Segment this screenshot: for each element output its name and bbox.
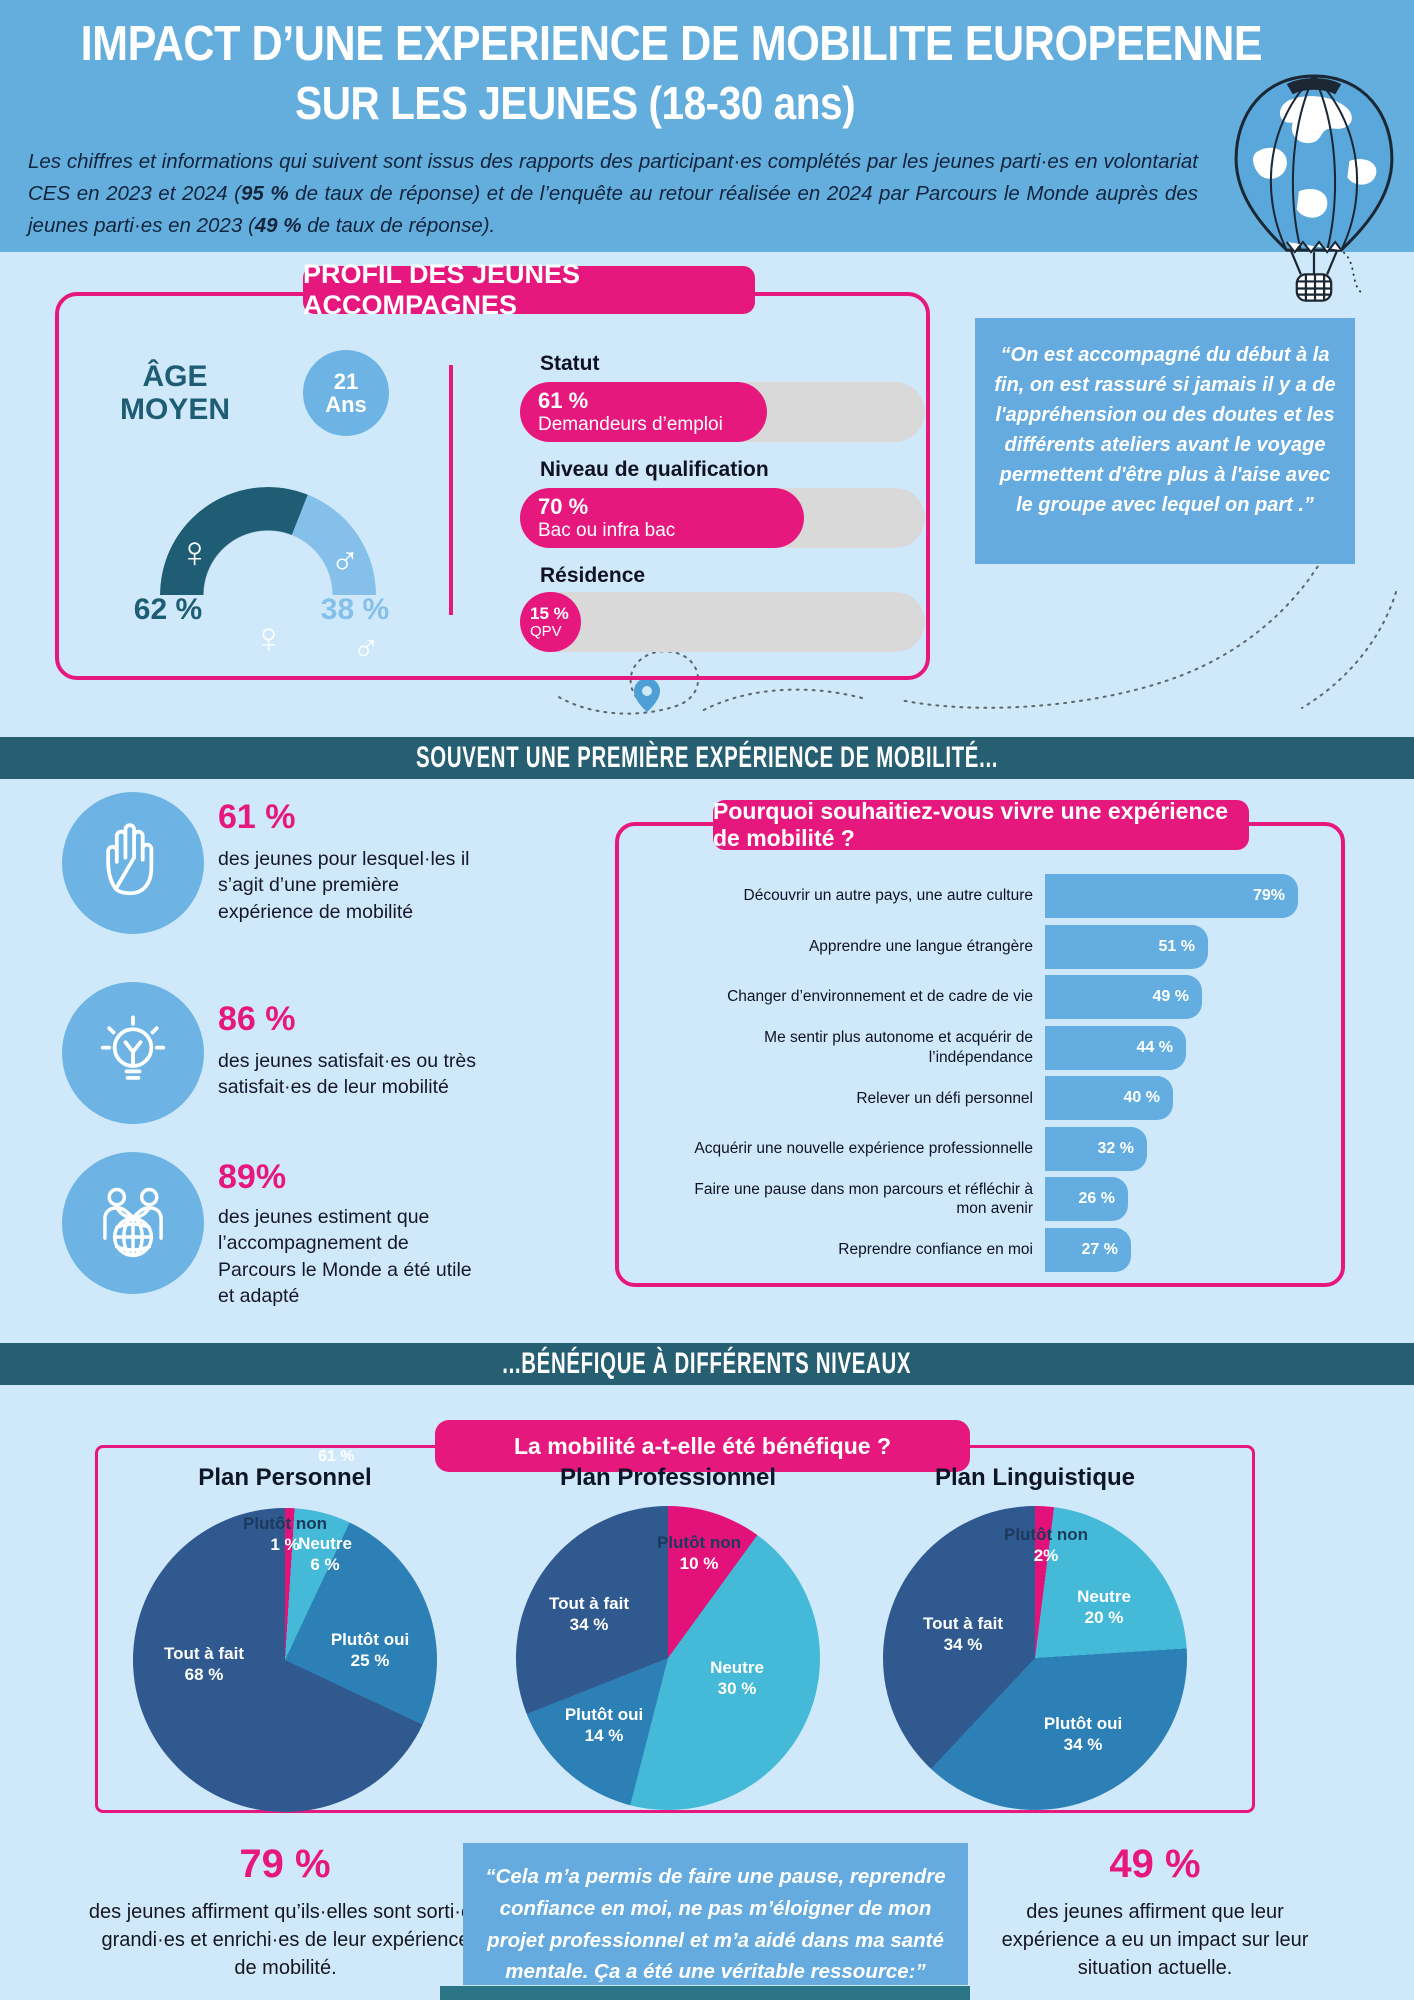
motivation-value: 51 % [1158,937,1195,955]
benefit-question-header: La mobilité a-t-elle été bénéfique ? [435,1420,970,1472]
motivation-label: Changer d’environnement et de cadre de v… [727,988,1033,1006]
intro-paragraph: Les chiffres et informations qui suivent… [28,150,1198,237]
stray-percentage-label: 61 % [318,1448,355,1465]
statut-label: Statut [540,352,600,375]
motivation-bar: 26 % [1045,1177,1128,1222]
motivation-bar: 51 % [1045,924,1208,969]
motivation-row: Acquérir une nouvelle expérience profess… [633,1126,1327,1171]
testimonial-quote-top: “On est accompagné du début à la fin, on… [975,318,1355,564]
pie-slice-label: Plutôt non 10 % [656,1532,742,1573]
map-pin-icon [634,678,660,712]
pie-slice-label: Plutôt oui 34 % [1043,1713,1123,1754]
pie-chart-professionnel: Plutôt non 10 % Neutre 30 % Plutôt oui 14 % To… [516,1506,820,1810]
pie-slice-label: Plutôt oui 14 % [564,1704,644,1745]
qualification-bar-track: 70 % Bac ou infra bac [520,488,925,548]
motivation-row: Apprendre une langue étrangère 51 % [633,924,1327,969]
motivation-row: Découvrir un autre pays, une autre cultu… [633,874,1327,918]
qualification-label: Niveau de qualification [540,458,769,481]
bulb-icon [62,982,204,1124]
bottom-teal-strip [440,1986,970,2000]
pie-slice-label: Neutre 20 % [1077,1586,1131,1627]
pie-title-professionnel: Plan Professionnel [559,1464,777,1491]
pie-slice-label: Tout à fait 68 % [164,1643,244,1684]
pie-slice-label: Plutôt non 1 % [242,1513,328,1554]
pie-slice-label: Tout à fait 34 % [923,1613,1003,1654]
motivation-label: Faire une pause dans mon parcours et réf… [694,1181,1033,1218]
hand-icon [62,792,204,934]
profile-section-header: PROFIL DES JEUNES ACCOMPAGNES [303,259,755,320]
motivation-row: Relever un défi personnel 40 % [633,1076,1327,1121]
motivation-value: 40 % [1123,1089,1160,1107]
stat-text: des jeunes satisfait·es ou très satisfai… [218,1050,476,1099]
motivation-label: Acquérir une nouvelle expérience profess… [694,1140,1033,1158]
motivation-value: 32 % [1097,1139,1134,1157]
pie-title-personnel: Plan Personnel [198,1464,372,1491]
hot-air-balloon-illustration [1228,70,1400,314]
motivation-value: 49 % [1152,988,1189,1006]
motivation-value: 79% [1252,887,1285,904]
motivation-label: Reprendre confiance en moi [838,1241,1033,1259]
section-banner-premiere-experience: SOUVENT UNE PREMIÈRE EXPÉRIENCE DE MOBIL… [0,737,1414,779]
header-band [0,0,1414,252]
motivation-label: Me sentir plus autonome et acquérir de l… [764,1029,1033,1066]
stat-value: 89% [218,1158,287,1196]
pie-slice-label: Plutôt non 2% [1003,1524,1089,1565]
motivation-bar: 49 % [1045,975,1202,1020]
motivation-value: 27 % [1081,1240,1118,1258]
footer-left-value: 79 % [239,1842,331,1886]
residence-bar-track: 15 % QPV [520,592,925,652]
female-icon: ♀ [178,528,211,577]
footer-right-text: des jeunes affirment que leur expérience… [1001,1901,1309,1979]
female-outline-icon: ♀ [252,614,285,663]
pie-chart-linguistique: Plutôt non 2% Neutre 20 % Plutôt oui 34 % Tout… [883,1506,1187,1810]
pie-slice-label: Plutôt oui 25 % [330,1629,410,1670]
stat-value: 61 % [218,798,296,836]
motivation-label: Apprendre une langue étrangère [808,937,1033,955]
stat-text: des jeunes estiment que l’accompagnement… [218,1206,472,1307]
motivation-row: Faire une pause dans mon parcours et réf… [633,1177,1327,1222]
age-label: ÂGE MOYEN [119,360,230,426]
pie-slice-label: Neutre 30 % [710,1657,764,1698]
qualification-bar-fill: 70 % Bac ou infra bac [520,488,804,548]
motivation-bar: 32 % [1045,1126,1147,1171]
page-title-line2: SUR LES JEUNES (18-30 ans) [295,77,855,129]
motivation-bar: 44 % [1045,1025,1186,1070]
section-banner-benefique: ...BÉNÉFIQUE À DIFFÉRENTS NIVEAUX [0,1343,1414,1385]
male-outline-icon: ♂ [352,628,381,670]
statut-bar-track: 61 % Demandeurs d’emploi [520,382,925,442]
motivation-row: Reprendre confiance en moi 27 % [633,1227,1327,1272]
testimonial-quote-bottom: “Cela m’a permis de faire une pause, rep… [463,1843,968,1985]
pie-title-linguistique: Plan Linguistique [934,1464,1136,1491]
page-title-line1: IMPACT D’UNE EXPERIENCE DE MOBILITE EURO… [80,17,1263,71]
stat-text: des jeunes pour lesquel·les il s’agit d’… [218,848,470,923]
pie-slice-label: Neutre 6 % [298,1533,352,1574]
people-globe-icon [62,1152,204,1294]
motivation-row: Changer d’environnement et de cadre de v… [633,975,1327,1020]
pie-slice-label: Tout à fait 34 % [549,1593,629,1634]
motivation-bar: 40 % [1045,1076,1173,1121]
male-icon: ♂ [330,538,360,582]
statut-bar-fill: 61 % Demandeurs d’emploi [520,382,768,442]
footer-right-value: 49 % [1109,1842,1201,1886]
male-percentage: 38 % [320,593,390,626]
stat-value: 86 % [218,1000,296,1038]
motivation-value: 44 % [1136,1038,1173,1056]
residence-label: Résidence [540,564,646,587]
pie-chart-personnel: Plutôt non 1 % Neutre 6 % Plutôt oui 25 % Tout… [133,1508,437,1812]
motivation-label: Découvrir un autre pays, une autre cultu… [743,887,1034,905]
motivation-row: Me sentir plus autonome et acquérir de l… [633,1025,1327,1070]
motivations-bar-chart: Découvrir un autre pays, une autre cultu… [633,874,1327,1272]
age-value-badge: 21 Ans [303,350,389,436]
motivation-bar: 79% [1045,874,1298,918]
motivations-chart-title: Pourquoi souhaitiez-vous vivre une expér… [713,798,1249,851]
residence-bar-fill: 15 % QPV [520,592,581,652]
profile-divider [449,365,453,615]
motivation-bar: 27 % [1045,1227,1131,1272]
female-percentage: 62 % [133,593,203,626]
motivation-value: 26 % [1078,1190,1115,1208]
motivation-label: Relever un défi personnel [856,1089,1033,1107]
footer-left-text: des jeunes affirment qu’ils·elles sont s… [88,1901,483,1979]
